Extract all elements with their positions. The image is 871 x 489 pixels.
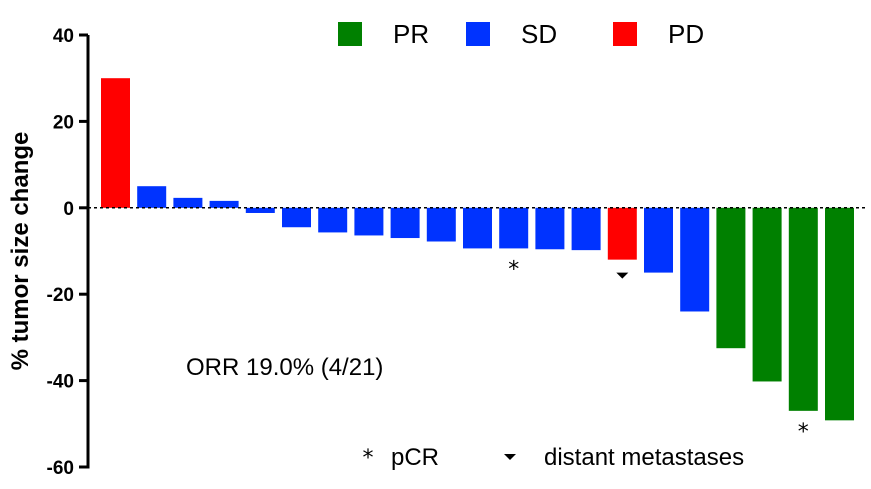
bar-16: [644, 207, 673, 273]
bar-20: [788, 207, 818, 411]
metastasis-legend-label: distant metastases: [544, 444, 744, 471]
y-tick-label: 0: [63, 199, 74, 220]
legend-swatch-sd: [466, 22, 490, 46]
bar-15: [607, 207, 637, 260]
bar-7: [318, 207, 348, 233]
pcr-marker: *: [508, 257, 519, 282]
bar-3: [173, 197, 203, 208]
markers-layer: **: [508, 257, 809, 444]
y-axis: 40 20 0 -20 -40 -60: [47, 26, 90, 479]
pcr-legend-symbol: *: [363, 446, 374, 471]
bar-4: [209, 200, 239, 208]
legend-label-sd: SD: [521, 19, 557, 49]
metastasis-legend-symbol: [504, 454, 516, 460]
legend-swatch-pr: [338, 22, 362, 46]
bar-21: [825, 207, 854, 421]
bar-12: [499, 207, 529, 249]
legend-label-pr: PR: [393, 19, 429, 49]
marker-legend: * pCR distant metastases: [363, 444, 745, 471]
bar-18: [716, 207, 746, 349]
bar-9: [390, 207, 420, 239]
bar-8: [354, 207, 384, 236]
y-tick-label: -40: [47, 372, 74, 393]
y-tick-label: -60: [47, 458, 74, 479]
legend-swatch-pd: [613, 22, 637, 46]
bar-11: [463, 207, 492, 249]
y-axis-title: % tumor size change: [7, 132, 34, 371]
pcr-marker: *: [798, 420, 809, 445]
bars-layer: [101, 78, 854, 421]
bar-6: [282, 207, 311, 228]
orr-annotation: ORR 19.0% (4/21): [186, 354, 383, 381]
bar-10: [426, 207, 456, 242]
bar-17: [680, 207, 710, 312]
legend-label-pd: PD: [668, 19, 704, 49]
y-tick-label: -20: [47, 285, 74, 306]
bar-2: [137, 186, 167, 208]
metastasis-marker: [616, 272, 629, 279]
legend: PR SD PD: [338, 19, 704, 49]
bar-19: [752, 207, 782, 382]
bar-14: [571, 207, 601, 251]
y-tick-label: 20: [53, 112, 74, 133]
bar-1: [101, 78, 130, 208]
pcr-legend-label: pCR: [391, 444, 439, 471]
bar-5: [245, 207, 275, 213]
y-tick-label: 40: [53, 26, 74, 47]
bar-13: [535, 207, 565, 250]
